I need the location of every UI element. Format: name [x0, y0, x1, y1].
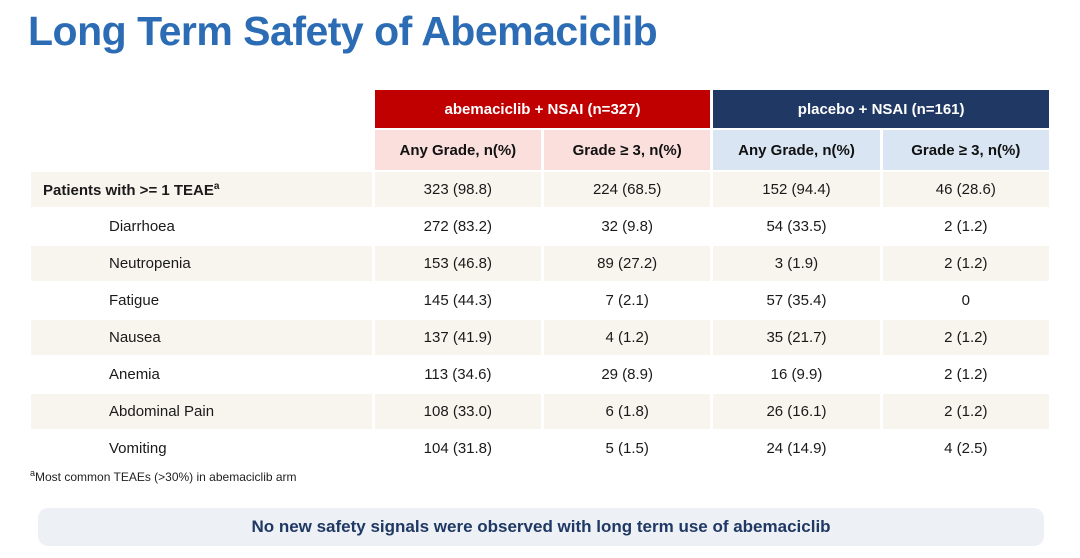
table-row: Patients with >= 1 TEAEa 323 (98.8) 224 … — [31, 172, 1049, 207]
table-row: Vomiting 104 (31.8) 5 (1.5) 24 (14.9) 4 … — [31, 431, 1049, 466]
cell: 46 (28.6) — [882, 172, 1049, 207]
page-title: Long Term Safety of Abemaciclib — [28, 8, 658, 54]
table-row: Nausea 137 (41.9) 4 (1.2) 35 (21.7) 2 (1… — [31, 320, 1049, 355]
cell: 104 (31.8) — [423, 440, 493, 457]
row-label: Abdominal Pain — [31, 394, 372, 429]
footnote-text: Most common TEAEs (>30%) in abemaciclib … — [35, 470, 297, 484]
cell: 6 (1.8) — [544, 394, 711, 429]
row-label: Nausea — [31, 320, 372, 355]
cell: 32 (9.8) — [601, 218, 654, 235]
conclusion-text: No new safety signals were observed with… — [251, 517, 831, 536]
teae-table: abemaciclib + NSAI (n=327) placebo + NSA… — [28, 88, 1052, 468]
sub-header-placebo-grade3: Grade ≥ 3, n(%) — [882, 130, 1049, 170]
cell: 4 (1.2) — [544, 320, 711, 355]
row-label: Diarrhoea — [109, 218, 175, 235]
cell: 153 (46.8) — [374, 246, 541, 281]
cell: 26 (16.1) — [713, 394, 880, 429]
row-label: Patients with >= 1 TEAEa — [31, 172, 372, 207]
footnote-marker: a — [213, 180, 220, 192]
cell: 3 (1.9) — [713, 246, 880, 281]
footnote: aMost common TEAEs (>30%) in abemaciclib… — [30, 468, 297, 484]
row-label: Vomiting — [109, 440, 167, 457]
cell: 152 (94.4) — [713, 172, 880, 207]
table-row: Abdominal Pain 108 (33.0) 6 (1.8) 26 (16… — [31, 394, 1049, 429]
conclusion-banner: No new safety signals were observed with… — [38, 508, 1044, 546]
cell: 272 (83.2) — [423, 218, 493, 235]
sub-header-spacer — [31, 130, 372, 170]
sub-header-row: Any Grade, n(%) Grade ≥ 3, n(%) Any Grad… — [31, 130, 1049, 170]
cell: 54 (33.5) — [766, 218, 827, 235]
table-row: Diarrhoea 272 (83.2) 32 (9.8) 54 (33.5) … — [31, 209, 1049, 244]
table-row: Neutropenia 153 (46.8) 89 (27.2) 3 (1.9)… — [31, 246, 1049, 281]
cell: 145 (44.3) — [423, 292, 493, 309]
cell: 57 (35.4) — [766, 292, 827, 309]
cell: 323 (98.8) — [374, 172, 541, 207]
cell: 89 (27.2) — [544, 246, 711, 281]
cell: 2 (1.2) — [944, 366, 988, 383]
row-label: Neutropenia — [31, 246, 372, 281]
cell: 108 (33.0) — [374, 394, 541, 429]
cell: 7 (2.1) — [605, 292, 649, 309]
row-label: Anemia — [109, 366, 160, 383]
sub-header-abema-grade3: Grade ≥ 3, n(%) — [544, 130, 711, 170]
arm-header-abemaciclib: abemaciclib + NSAI (n=327) — [374, 90, 711, 128]
table-row: Anemia 113 (34.6) 29 (8.9) 16 (9.9) 2 (1… — [31, 357, 1049, 392]
arm-header-row: abemaciclib + NSAI (n=327) placebo + NSA… — [31, 90, 1049, 128]
cell: 2 (1.2) — [882, 394, 1049, 429]
cell: 113 (34.6) — [424, 366, 492, 383]
cell: 2 (1.2) — [882, 246, 1049, 281]
cell: 29 (8.9) — [601, 366, 654, 383]
cell: 224 (68.5) — [544, 172, 711, 207]
cell: 137 (41.9) — [374, 320, 541, 355]
cell: 24 (14.9) — [766, 440, 827, 457]
arm-header-placebo: placebo + NSAI (n=161) — [713, 90, 1049, 128]
row-label: Fatigue — [109, 292, 160, 309]
sub-header-placebo-any-grade: Any Grade, n(%) — [713, 130, 880, 170]
cell: 5 (1.5) — [605, 440, 649, 457]
sub-header-abema-any-grade: Any Grade, n(%) — [374, 130, 541, 170]
cell: 2 (1.2) — [882, 320, 1049, 355]
arm-header-spacer — [31, 90, 372, 128]
cell: 4 (2.5) — [944, 440, 988, 457]
table-row: Fatigue 145 (44.3) 7 (2.1) 57 (35.4) 0 — [31, 283, 1049, 318]
cell: 16 (9.9) — [770, 366, 823, 383]
cell: 35 (21.7) — [713, 320, 880, 355]
cell: 0 — [961, 292, 970, 309]
footnote-marker: a — [30, 468, 36, 478]
cell: 2 (1.2) — [944, 218, 988, 235]
